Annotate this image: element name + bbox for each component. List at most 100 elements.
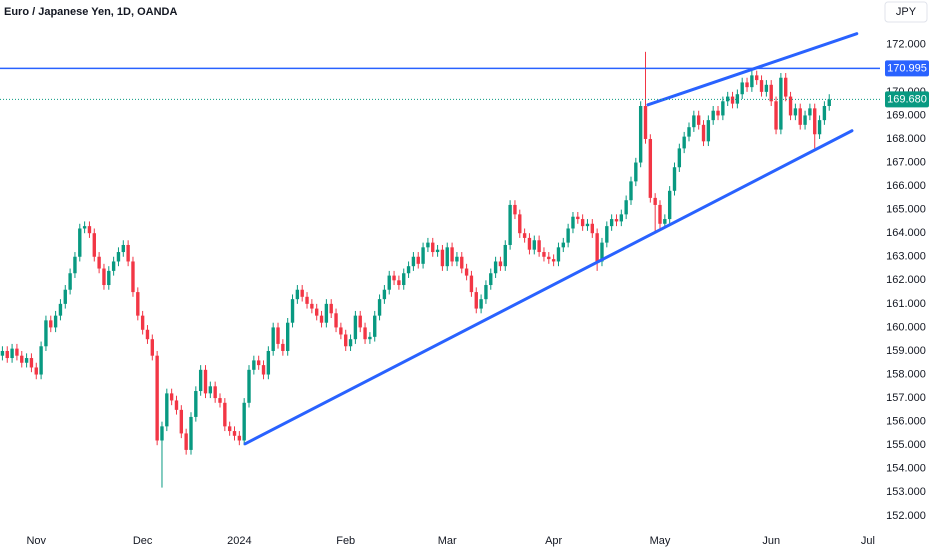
candle-body xyxy=(39,346,43,375)
candle-body xyxy=(49,320,53,328)
candle-body xyxy=(701,124,706,142)
candle-body xyxy=(353,315,358,340)
candle-body xyxy=(667,190,672,220)
candle-body xyxy=(498,261,503,267)
y-tick-label: 169.000 xyxy=(886,109,926,121)
candle-body xyxy=(315,308,319,316)
candle-body xyxy=(431,242,435,253)
price-label-box xyxy=(885,91,929,108)
candle-body xyxy=(223,402,227,427)
candle-body xyxy=(358,315,362,328)
candle-body xyxy=(305,296,309,304)
price-label-box xyxy=(885,60,929,77)
candle-body xyxy=(121,244,125,253)
candle-body xyxy=(373,315,377,337)
candle-body xyxy=(329,303,333,314)
candle-body xyxy=(764,84,769,92)
candle-body xyxy=(237,435,242,441)
candle-body xyxy=(755,75,759,81)
candle-body xyxy=(160,426,164,441)
candle-body xyxy=(711,110,715,121)
candle-body xyxy=(750,75,754,88)
candle-body xyxy=(542,252,546,257)
candle-body xyxy=(759,80,764,92)
candle-body xyxy=(392,275,396,281)
candle-body xyxy=(252,360,256,370)
candle-body xyxy=(266,350,271,375)
candle-body xyxy=(271,327,275,351)
candle-body xyxy=(348,339,353,347)
candle-body xyxy=(73,256,77,274)
x-tick-label: Dec xyxy=(133,535,153,547)
candle-body xyxy=(769,84,773,102)
candle-body xyxy=(140,315,145,330)
candle-body xyxy=(648,138,653,198)
currency-button[interactable] xyxy=(884,1,928,23)
candle-body xyxy=(344,334,348,347)
candle-body xyxy=(107,270,111,286)
candle-body xyxy=(184,433,188,450)
y-tick-label: 159.000 xyxy=(886,345,926,357)
candle-body xyxy=(10,348,14,359)
candle-body xyxy=(580,219,585,227)
candle-body xyxy=(227,426,232,432)
candle-body xyxy=(319,315,324,323)
candle-body xyxy=(281,343,285,351)
candle-body xyxy=(813,108,817,135)
y-tick-label: 168.000 xyxy=(886,133,926,145)
candle-body xyxy=(740,82,744,95)
candle-body xyxy=(15,348,19,356)
candle-body xyxy=(585,223,590,227)
candle-body xyxy=(169,393,174,401)
candle-body xyxy=(706,120,711,142)
candle-body xyxy=(726,96,730,102)
candle-body xyxy=(469,275,474,293)
candle-body xyxy=(595,233,599,262)
candle-body xyxy=(174,400,179,410)
candle-body xyxy=(44,320,48,347)
candle-body xyxy=(513,204,517,215)
candle-body xyxy=(87,226,92,234)
candle-body xyxy=(566,228,570,243)
currency-label[interactable]: JPY xyxy=(896,6,917,18)
candle-body xyxy=(634,162,638,182)
candle-body xyxy=(406,266,411,274)
candle-body xyxy=(493,261,498,274)
candle-body xyxy=(213,386,217,399)
y-tick-label: 152.000 xyxy=(886,510,926,522)
candle-body xyxy=(629,181,633,201)
x-tick-label: Apr xyxy=(545,535,562,547)
candle-body xyxy=(295,289,300,300)
candle-body xyxy=(672,167,677,191)
candle-body xyxy=(561,242,565,248)
candle-body xyxy=(450,247,454,262)
candle-body xyxy=(827,99,831,106)
y-tick-label: 158.000 xyxy=(886,368,926,380)
candle-body xyxy=(619,214,624,222)
candle-body xyxy=(208,386,213,394)
candle-body xyxy=(242,402,246,441)
candle-body xyxy=(445,247,449,267)
candle-body xyxy=(97,256,101,269)
x-tick-label: 2024 xyxy=(227,535,251,547)
y-tick-label: 165.000 xyxy=(886,204,926,216)
y-tick-label: 153.000 xyxy=(886,486,926,498)
y-tick-label: 166.000 xyxy=(886,180,926,192)
chart-title: Euro / Japanese Yen, 1D, OANDA xyxy=(4,6,177,18)
x-tick-label: May xyxy=(650,535,671,547)
candle-body xyxy=(78,228,82,257)
candle-body xyxy=(735,94,740,104)
candle-body xyxy=(653,197,657,205)
candle-body xyxy=(730,96,735,104)
candle-body xyxy=(682,136,686,149)
candle-body xyxy=(537,240,541,253)
candle-body xyxy=(334,313,338,328)
candle-body xyxy=(716,110,720,116)
candle-body xyxy=(576,216,580,220)
candle-body xyxy=(256,360,261,366)
candle-body xyxy=(793,108,798,116)
x-tick-label: Mar xyxy=(438,535,457,547)
candle-body xyxy=(189,416,193,450)
y-tick-label: 154.000 xyxy=(886,463,926,475)
candle-body xyxy=(435,249,440,253)
